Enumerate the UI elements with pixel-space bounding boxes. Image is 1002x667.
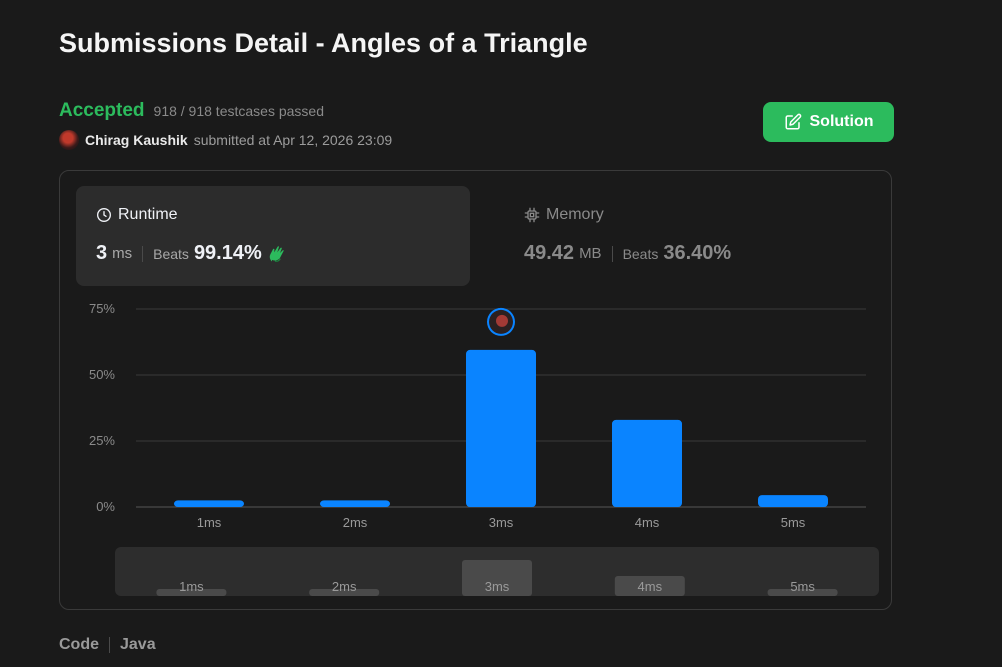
overview-label: 3ms: [485, 579, 510, 594]
username-link[interactable]: Chirag Kaushik: [85, 132, 188, 148]
overview-bar: [156, 589, 227, 596]
y-tick-label: 25%: [89, 433, 115, 448]
divider: [611, 245, 613, 262]
x-tick-label: 2ms: [343, 515, 368, 530]
overview-label: 1ms: [179, 579, 204, 594]
chart-bar[interactable]: [320, 500, 390, 507]
memory-beats-label: Beats: [622, 245, 659, 262]
runtime-beats-label: Beats: [153, 245, 189, 262]
runtime-card[interactable]: Runtime 3 ms Beats 99.14%: [76, 186, 470, 286]
memory-unit: MB: [579, 245, 602, 262]
clock-icon: [97, 208, 111, 222]
testcases-passed: 918 / 918 testcases passed: [153, 103, 324, 119]
x-tick-label: 1ms: [197, 515, 222, 530]
avatar-marker-face: [496, 314, 508, 327]
x-tick-label: 5ms: [781, 515, 806, 530]
overview-bar: [309, 589, 380, 596]
overview-bar: [462, 560, 532, 596]
chart-bar[interactable]: [174, 500, 244, 507]
clapping-hands-icon: [269, 245, 284, 262]
runtime-value: 3: [96, 242, 108, 264]
memory-beats-value: 36.40%: [663, 242, 732, 264]
page-title: Submissions Detail - Angles of a Triangl…: [59, 28, 588, 58]
code-language[interactable]: Java: [120, 636, 156, 653]
x-tick-label: 3ms: [489, 515, 514, 530]
memory-label: Memory: [546, 206, 604, 223]
chart-bar[interactable]: [466, 349, 536, 507]
memory-value: 49.42: [524, 242, 575, 264]
chip-icon: [524, 207, 540, 223]
y-tick-label: 50%: [89, 367, 115, 382]
overview-bar: [767, 589, 838, 596]
solution-button[interactable]: Solution: [763, 102, 894, 142]
chart-bar[interactable]: [612, 419, 682, 507]
status-accepted: Accepted: [59, 100, 145, 121]
runtime-unit: ms: [112, 245, 133, 262]
x-tick-label: 4ms: [635, 515, 660, 530]
divider: [142, 245, 144, 262]
code-language-row: Code Java: [59, 636, 156, 654]
runtime-label: Runtime: [118, 206, 178, 223]
submitted-at: submitted at Apr 12, 2026 23:09: [193, 132, 393, 148]
overview-label: 4ms: [638, 579, 663, 594]
memory-card[interactable]: Memory 49.42 MB Beats 36.40%: [504, 186, 874, 286]
code-label: Code: [59, 636, 99, 653]
overview-label: 2ms: [332, 579, 357, 594]
overview-label: 5ms: [790, 579, 815, 594]
solution-label: Solution: [809, 113, 874, 130]
status-row: Accepted 918 / 918 testcases passed: [59, 100, 324, 122]
submission-meta: Chirag Kaushik submitted at Apr 12, 2026…: [59, 130, 392, 150]
chart-bar[interactable]: [758, 495, 828, 507]
overview-bar: [614, 576, 685, 596]
avatar[interactable]: [59, 130, 79, 150]
runtime-beats-value: 99.14%: [193, 242, 262, 264]
y-tick-label: 75%: [89, 301, 115, 316]
y-tick-label: 0%: [96, 499, 115, 514]
performance-panel: Runtime 3 ms Beats 99.14% Memory 49.42 M…: [59, 170, 892, 610]
divider: [109, 637, 110, 653]
edit-icon: [785, 113, 801, 130]
runtime-distribution-chart[interactable]: 0% 25% 50% 75% 1ms 2ms 3ms 4ms 5ms 1ms 2ms 3ms 4ms 5m…: [60, 171, 893, 611]
